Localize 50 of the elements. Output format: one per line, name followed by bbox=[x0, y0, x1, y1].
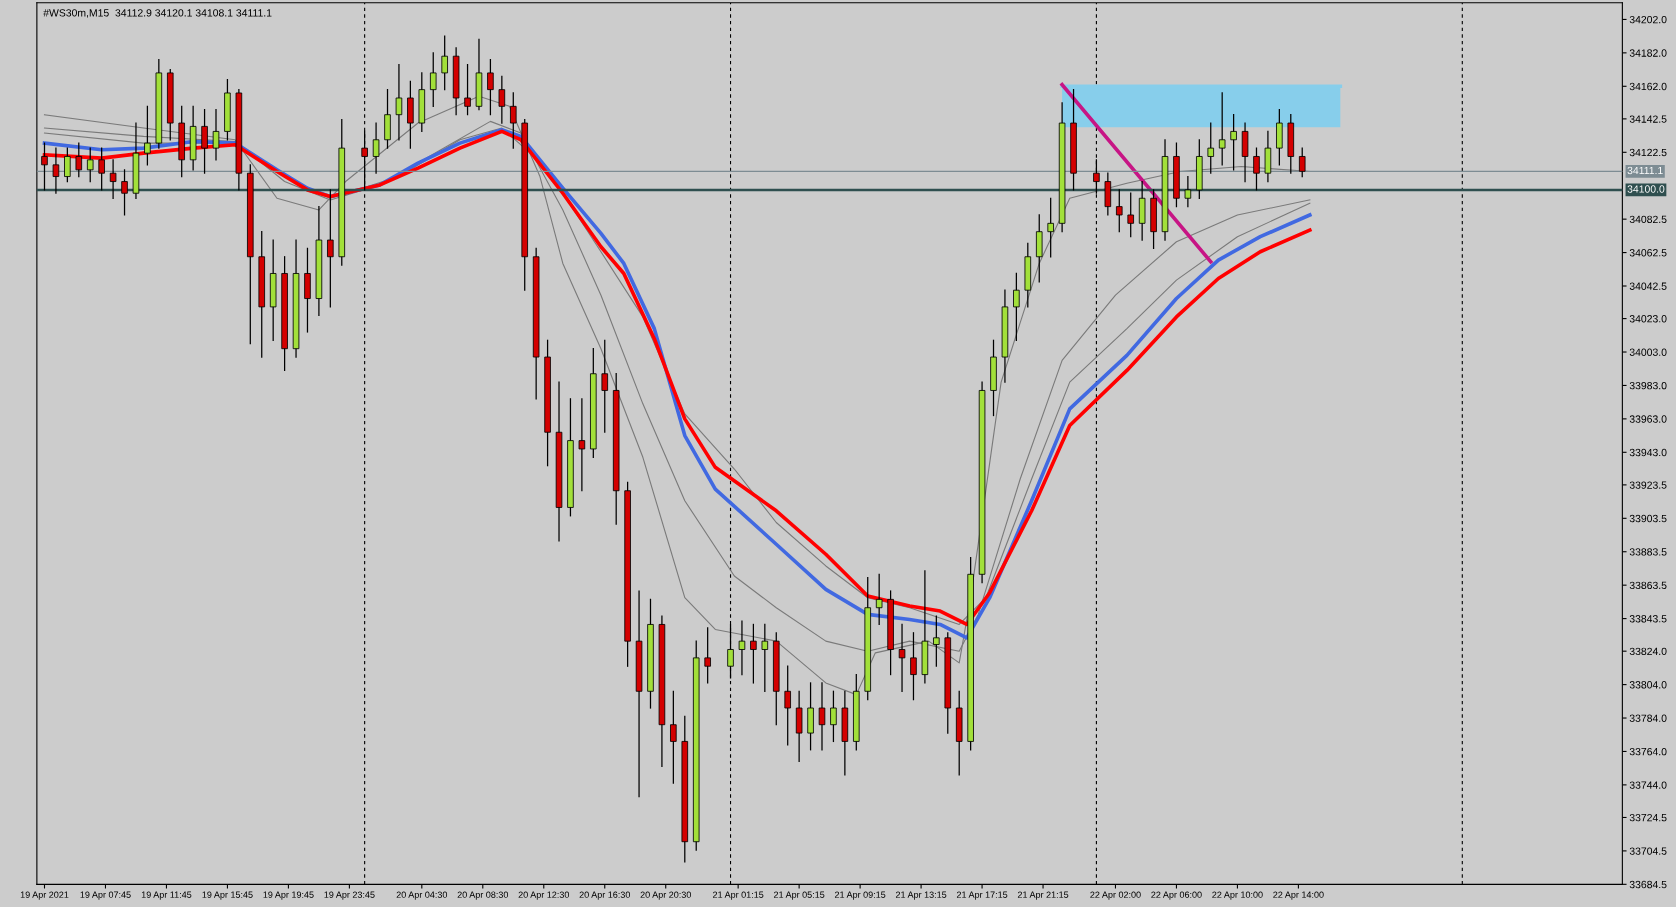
x-tick-label: 20 Apr 08:30 bbox=[457, 891, 509, 900]
y-tick-label: 33963.0 bbox=[1629, 415, 1667, 423]
x-tick-label: 20 Apr 12:30 bbox=[518, 891, 570, 900]
y-tick-label: 33903.5 bbox=[1629, 514, 1667, 523]
y-tick-label: 34023.0 bbox=[1629, 315, 1667, 323]
x-tick-label: 21 Apr 09:15 bbox=[834, 891, 886, 900]
x-tick-label: 22 Apr 10:00 bbox=[1212, 891, 1263, 900]
x-tick-label: 19 Apr 07:45 bbox=[80, 891, 131, 900]
y-tick-label: 33983.0 bbox=[1629, 381, 1667, 390]
y-tick-label: 33863.5 bbox=[1629, 581, 1667, 590]
x-tick-label: 20 Apr 04:30 bbox=[396, 891, 448, 900]
x-tick-label: 19 Apr 19:45 bbox=[263, 891, 314, 900]
text: #WS30m,M15 34112.9 34120.1 34108.1 34111.1 bbox=[43, 9, 272, 18]
y-tick-label: 34142.5 bbox=[1629, 115, 1667, 123]
y-tick-label: 33784.0 bbox=[1629, 714, 1667, 722]
y-tick-label: 34182.0 bbox=[1629, 49, 1667, 57]
y-tick-label: 33943.0 bbox=[1629, 448, 1667, 457]
y-tick-label: 34202.0 bbox=[1629, 15, 1667, 24]
y-tick-label: 33724.5 bbox=[1629, 813, 1667, 822]
ref-line-label: 34111.1 bbox=[1627, 166, 1663, 175]
x-tick-label: 19 Apr 11:45 bbox=[141, 891, 192, 900]
y-tick-label: 33704.5 bbox=[1629, 847, 1667, 855]
x-tick-label: 21 Apr 05:15 bbox=[773, 891, 825, 900]
ref-line-label: 34100.0 bbox=[1627, 185, 1665, 193]
x-tick-label: 19 Apr 15:45 bbox=[202, 891, 253, 900]
y-tick-label: 33804.0 bbox=[1629, 681, 1667, 689]
x-tick-label: 21 Apr 13:15 bbox=[895, 891, 947, 900]
x-tick-label: 22 Apr 06:00 bbox=[1151, 891, 1202, 900]
y-tick-label: 33843.5 bbox=[1629, 615, 1667, 623]
x-tick-label: 22 Apr 14:00 bbox=[1273, 891, 1324, 900]
y-tick-label: 33684.5 bbox=[1629, 880, 1667, 889]
y-tick-label: 33883.5 bbox=[1629, 548, 1667, 556]
x-tick-label: 20 Apr 16:30 bbox=[579, 891, 630, 900]
y-tick-label: 33923.5 bbox=[1629, 481, 1667, 489]
x-tick-label: 19 Apr 2021 bbox=[20, 891, 69, 900]
y-tick-label: 34122.5 bbox=[1629, 148, 1667, 157]
x-tick-label: 21 Apr 01:15 bbox=[713, 891, 764, 900]
x-tick-label: 19 Apr 23:45 bbox=[324, 891, 375, 900]
y-tick-label: 34003.0 bbox=[1629, 348, 1667, 356]
y-tick-label: 34082.5 bbox=[1629, 215, 1667, 224]
y-tick-label: 33744.0 bbox=[1629, 781, 1667, 789]
y-tick-label: 34162.0 bbox=[1629, 82, 1667, 91]
y-tick-label: 34062.5 bbox=[1629, 249, 1667, 257]
y-tick-label: 34042.5 bbox=[1629, 282, 1667, 290]
y-tick-label: 33764.0 bbox=[1629, 747, 1667, 756]
x-tick-label: 20 Apr 20:30 bbox=[640, 891, 691, 900]
x-tick-label: 21 Apr 17:15 bbox=[956, 891, 1008, 900]
x-tick-label: 21 Apr 21:15 bbox=[1017, 891, 1069, 900]
y-tick-label: 33824.0 bbox=[1629, 647, 1667, 656]
x-tick-label: 22 Apr 02:00 bbox=[1090, 891, 1141, 900]
